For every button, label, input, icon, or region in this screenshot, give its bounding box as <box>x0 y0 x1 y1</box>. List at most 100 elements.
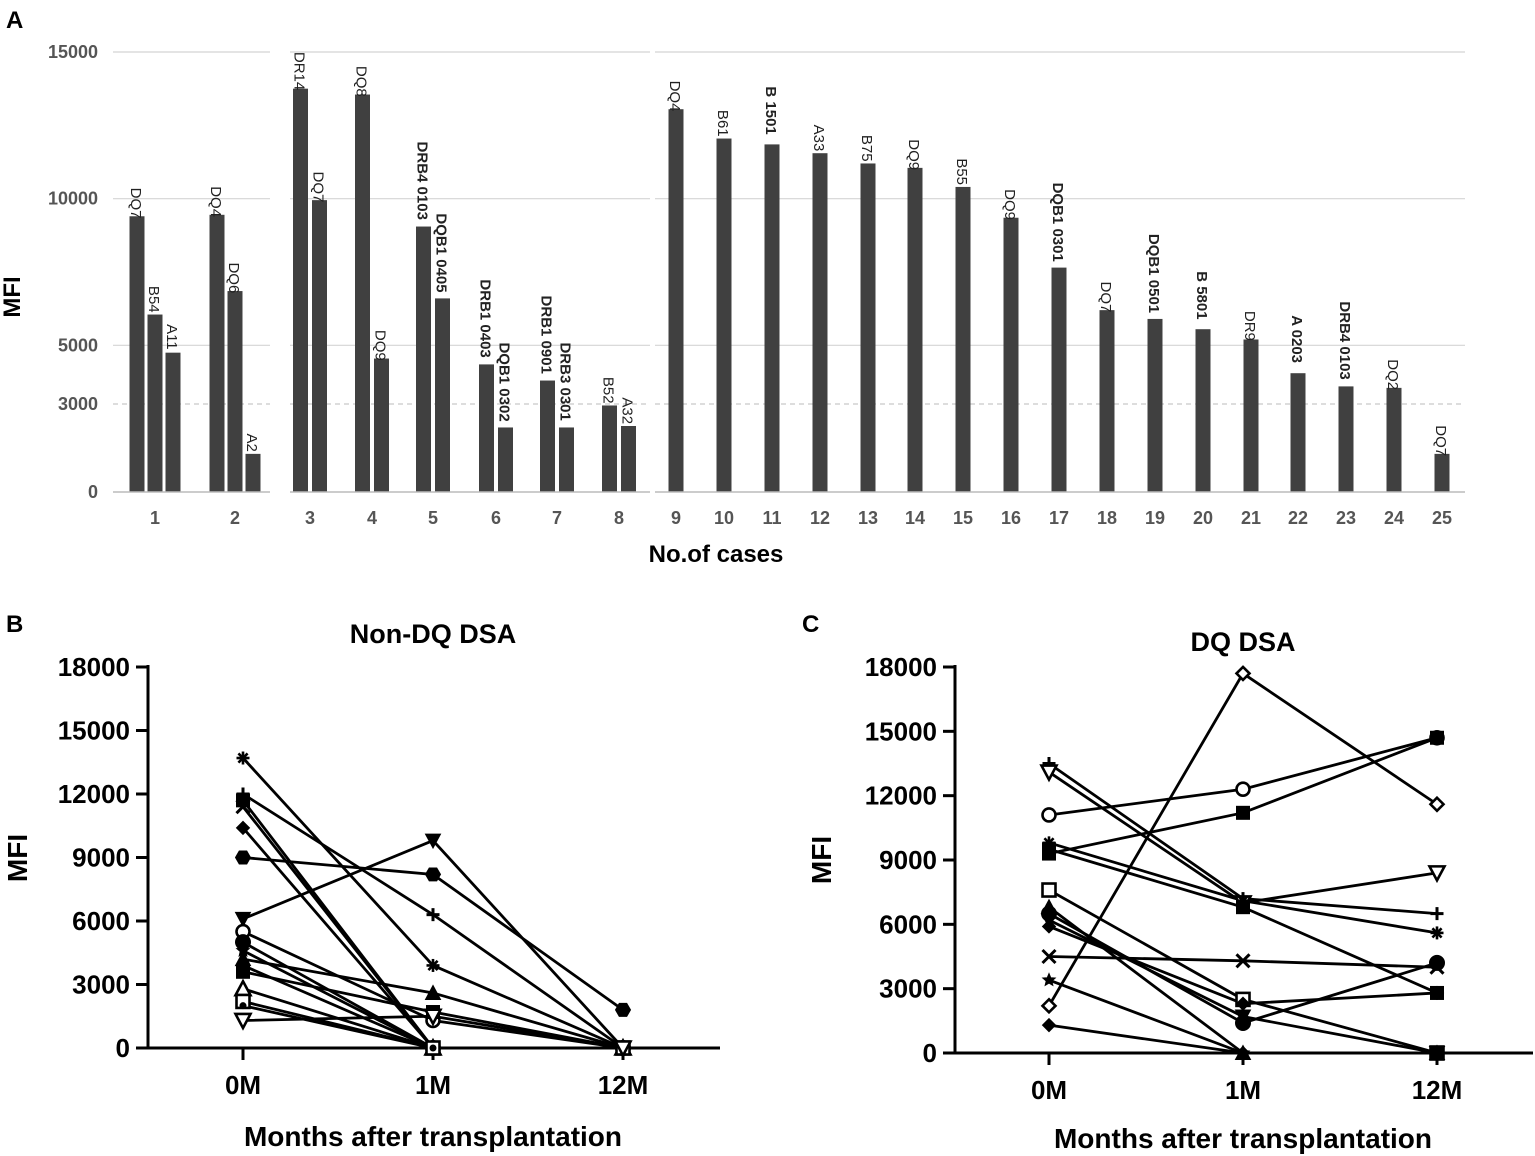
marker-hexagon <box>424 867 442 882</box>
bar-label: B61 <box>714 110 731 137</box>
bar <box>1338 386 1354 492</box>
panel-b-plot: 0 3000 6000 9000 12000 15000 18000 0M 1M 12M <box>58 652 720 1100</box>
panel-a-label: A <box>6 7 23 34</box>
marker-circle-open <box>1041 807 1057 823</box>
x-tick-label: 25 <box>1432 508 1452 528</box>
bar-label: B54 <box>145 286 162 313</box>
bar <box>1051 267 1067 492</box>
marker-triangle-down <box>424 833 442 850</box>
bar <box>955 186 971 492</box>
bar-label: DR14 <box>291 52 308 90</box>
bar-label: A2 <box>243 433 260 451</box>
bar-label: DRB3 0301 <box>557 342 574 420</box>
bar <box>312 200 327 492</box>
bar <box>860 163 876 492</box>
bar-label: DRB1 0403 <box>477 279 494 357</box>
x-tick-label: 12M <box>598 1070 649 1100</box>
bar-label: DQB1 0501 <box>1145 234 1162 313</box>
x-tick-label: 21 <box>1241 508 1261 528</box>
panel-b-title: Non-DQ DSA <box>350 619 516 649</box>
x-tick-label: 14 <box>905 508 925 528</box>
y-tick-label: 18000 <box>58 652 130 682</box>
bar <box>668 109 684 492</box>
x-tick-label: 0M <box>225 1070 261 1100</box>
panel-c-title: DQ DSA <box>1190 627 1295 657</box>
x-tick-label: 3 <box>305 508 315 528</box>
marker-diamond <box>1429 1045 1445 1061</box>
y-tick-label: 18000 <box>865 652 937 682</box>
bar <box>165 352 181 492</box>
marker-star <box>1041 972 1057 987</box>
bar-label: B 5801 <box>1193 271 1210 319</box>
x-tick-label: 0M <box>1031 1075 1067 1105</box>
bar-label: DRB4 0103 <box>1336 301 1353 379</box>
panel-b-ylabel: MFI <box>2 834 33 882</box>
bar-label: A32 <box>619 397 636 424</box>
marker-x <box>1235 953 1251 969</box>
marker-x <box>235 799 251 815</box>
marker-diamond <box>1235 996 1251 1011</box>
bar <box>907 167 923 492</box>
x-tick-label: 7 <box>552 508 562 528</box>
marker-diamond-open <box>1428 795 1446 813</box>
y-tick-label: 15000 <box>865 716 937 746</box>
marker-square <box>1236 805 1250 820</box>
bar <box>374 358 389 492</box>
bar-label: A 0203 <box>1288 315 1305 363</box>
y-tick-label: 6000 <box>879 909 937 939</box>
panel-c-ylabel: MFI <box>806 836 837 884</box>
x-tick-label: 11 <box>762 508 781 528</box>
bar <box>479 364 494 492</box>
bar-label: DQ4 <box>207 186 224 217</box>
panel-a-ylabel: MFI <box>0 276 26 317</box>
bar <box>1003 217 1019 492</box>
x-tick-label: 17 <box>1049 508 1069 528</box>
marker-circle-open <box>1235 781 1251 798</box>
marker-diamond <box>1041 919 1057 934</box>
x-tick-label: 22 <box>1288 508 1308 528</box>
panel-c-xlabel: Months after transplantation <box>1054 1123 1432 1154</box>
y-tick-label: 9000 <box>72 843 130 873</box>
bar <box>435 298 450 492</box>
bar-label: DQB1 0302 <box>496 342 513 421</box>
marker-diamond <box>235 820 251 836</box>
y-tick-label: 12000 <box>58 779 130 809</box>
y-tick-label: 9000 <box>879 845 937 875</box>
x-tick-label: 15 <box>953 508 973 528</box>
marker-square-open <box>1041 882 1057 898</box>
bar <box>209 214 225 493</box>
bar-label: DQ9 <box>1001 189 1018 220</box>
bar-label: B52 <box>600 377 617 404</box>
bar <box>147 314 163 492</box>
series-line <box>1048 841 1438 935</box>
marker-triangle-down-open <box>423 1008 443 1027</box>
bar <box>1290 373 1306 492</box>
y-tick-label: 3000 <box>58 394 98 414</box>
marker-square <box>236 964 250 979</box>
marker-diamond-open <box>1040 997 1058 1015</box>
y-tick-label: 0 <box>116 1033 130 1063</box>
y-tick-label: 3000 <box>72 970 130 1000</box>
x-tick-label: 8 <box>614 508 624 528</box>
bar-label: B75 <box>858 135 875 162</box>
y-tick-label: 15000 <box>48 42 98 62</box>
marker-circle <box>1429 954 1445 971</box>
marker-dot <box>239 1002 247 1010</box>
marker-triangle-down-open <box>1039 764 1059 783</box>
bar <box>1195 329 1211 492</box>
bar-label: DRB1 0901 <box>538 296 555 374</box>
x-tick-label: 12 <box>810 508 830 528</box>
marker-triangle-open <box>233 978 253 997</box>
x-tick-label: 24 <box>1384 508 1404 528</box>
marker-triangle-down-open <box>1427 865 1447 884</box>
bar <box>540 380 555 492</box>
bar <box>764 144 780 492</box>
bar-label: DQ6 <box>225 262 242 293</box>
bar-label: DQ2 <box>1384 359 1401 390</box>
panel-c-label: C <box>802 611 819 638</box>
marker-diamond <box>1235 1045 1251 1061</box>
bar-label: DQ7 <box>127 188 144 219</box>
marker-triangle-down-open <box>233 1012 253 1031</box>
x-tick-label: 13 <box>858 508 878 528</box>
